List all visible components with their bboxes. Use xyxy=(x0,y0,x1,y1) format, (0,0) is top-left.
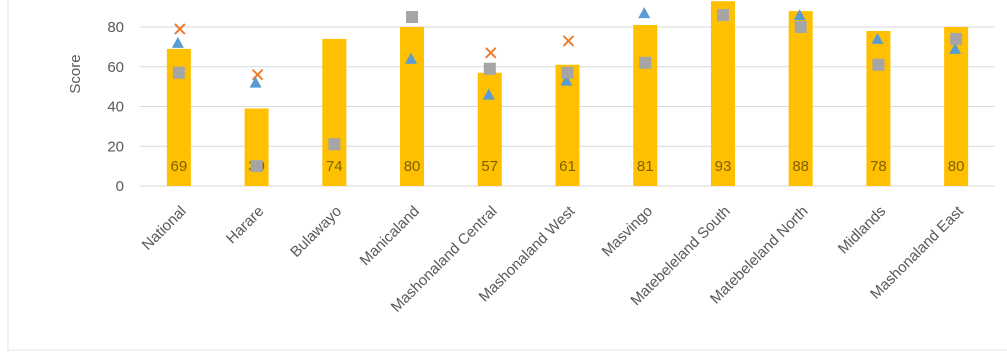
data-label: 74 xyxy=(326,158,343,175)
triangle-marker xyxy=(560,74,573,86)
square-marker xyxy=(406,11,419,24)
bar xyxy=(244,108,269,186)
bar xyxy=(866,30,891,186)
square-marker xyxy=(172,66,185,79)
x-marker xyxy=(485,47,497,59)
square-marker xyxy=(483,62,496,75)
bar xyxy=(633,25,658,187)
category-labels: National Harare Bulawayo ManicalandMashonal… xyxy=(139,202,968,315)
triangle-marker xyxy=(405,52,418,64)
triangle-marker xyxy=(249,76,262,88)
triangle-marker xyxy=(949,42,962,54)
x-marker xyxy=(562,35,575,47)
square-marker xyxy=(250,160,263,173)
category-label: Masvingo xyxy=(599,203,656,260)
y-tick-label: 80 xyxy=(107,19,124,36)
square-marker xyxy=(794,21,807,33)
data-label: 88 xyxy=(792,158,809,175)
data-label: 78 xyxy=(870,158,887,175)
square-marker xyxy=(561,66,574,79)
triangle-marker xyxy=(871,32,884,44)
category-label: Harare xyxy=(223,203,267,247)
triangle-marker xyxy=(482,88,495,100)
category-label: National xyxy=(139,203,190,254)
bar xyxy=(400,27,425,186)
data-label: 81 xyxy=(637,158,654,175)
y-tick-label: 0 xyxy=(116,178,124,195)
y-tick-label: 40 xyxy=(107,99,124,116)
data-label: 61 xyxy=(559,158,576,175)
x-marker xyxy=(174,23,186,35)
category-label: Midlands xyxy=(835,203,889,257)
data-label: 93 xyxy=(715,158,732,175)
square-marker xyxy=(639,56,652,69)
square-marker xyxy=(950,32,963,45)
data-label: 69 xyxy=(171,158,188,175)
x-marker xyxy=(251,68,264,81)
bar xyxy=(322,38,347,186)
y-tick-label: 60 xyxy=(107,59,124,76)
square-marker xyxy=(716,9,729,22)
data-labels: 6939748057618193887880 xyxy=(171,158,965,175)
bar xyxy=(710,1,735,186)
square-marker xyxy=(872,58,885,71)
markers xyxy=(171,7,963,173)
category-label: Bulawayo xyxy=(287,203,345,261)
triangle-marker xyxy=(171,36,184,48)
data-label: 80 xyxy=(404,158,421,175)
y-tick-label: 20 xyxy=(107,138,124,155)
triangle-marker xyxy=(793,9,806,21)
y-axis-label: Score xyxy=(67,54,84,93)
bar xyxy=(788,11,813,186)
category-label: Manicaland xyxy=(357,203,423,269)
bars xyxy=(166,1,969,187)
y-axis-ticks: 0 20 40 60 80 xyxy=(107,19,124,195)
data-label: 57 xyxy=(481,158,498,175)
triangle-marker xyxy=(638,7,651,19)
data-label: 80 xyxy=(948,158,965,175)
square-marker xyxy=(328,138,341,151)
